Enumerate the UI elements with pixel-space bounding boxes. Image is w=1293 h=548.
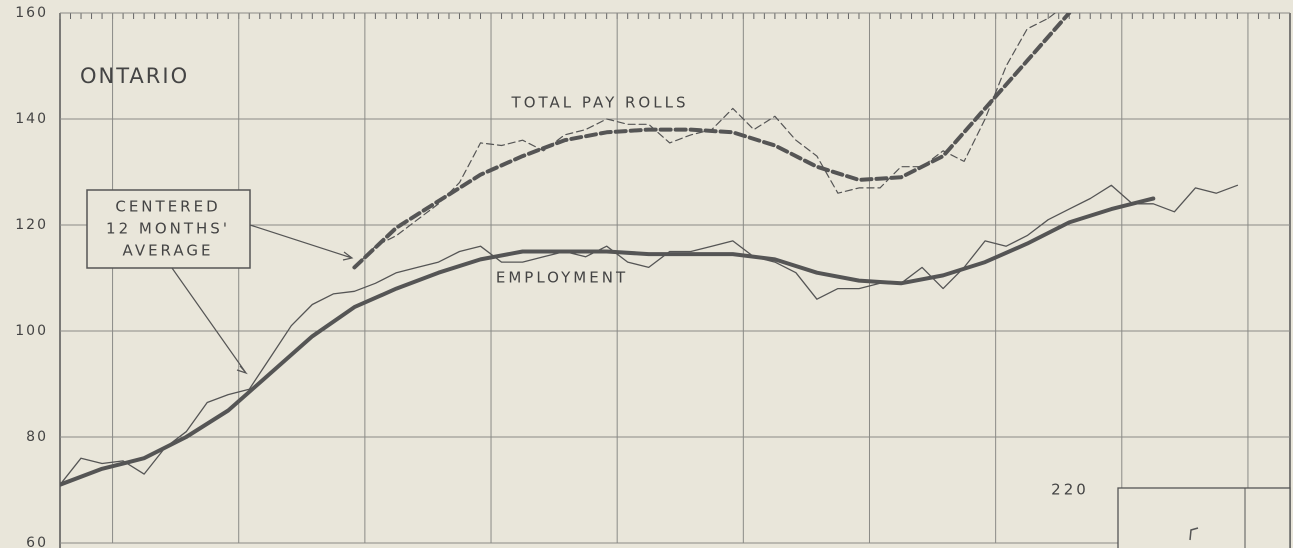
y-tick-label: 120 <box>15 217 48 233</box>
arrow <box>171 267 248 375</box>
annotation: TOTAL PAY ROLLS <box>511 94 689 112</box>
series-line <box>60 184 1239 486</box>
annotation: EMPLOYMENT <box>496 269 628 287</box>
y-tick-label: 100 <box>15 323 48 339</box>
y-tick-label: 160 <box>15 5 48 21</box>
y-tick-label: 60 <box>26 535 48 548</box>
annotation: 220 <box>1051 481 1089 499</box>
annotation: 12 MONTHS' <box>106 220 230 238</box>
corner-mark <box>1189 527 1199 541</box>
annotation-box <box>86 189 251 269</box>
y-tick-label: 140 <box>15 111 48 127</box>
series-line <box>352 13 1072 270</box>
corner-box <box>1117 487 1291 548</box>
y-tick-label: 80 <box>26 429 48 445</box>
arrow <box>249 224 354 261</box>
chart-title: ONTARIO <box>80 64 189 88</box>
series-line <box>60 196 1156 487</box>
annotation: CENTERED <box>115 198 220 216</box>
annotation: AVERAGE <box>123 242 214 260</box>
